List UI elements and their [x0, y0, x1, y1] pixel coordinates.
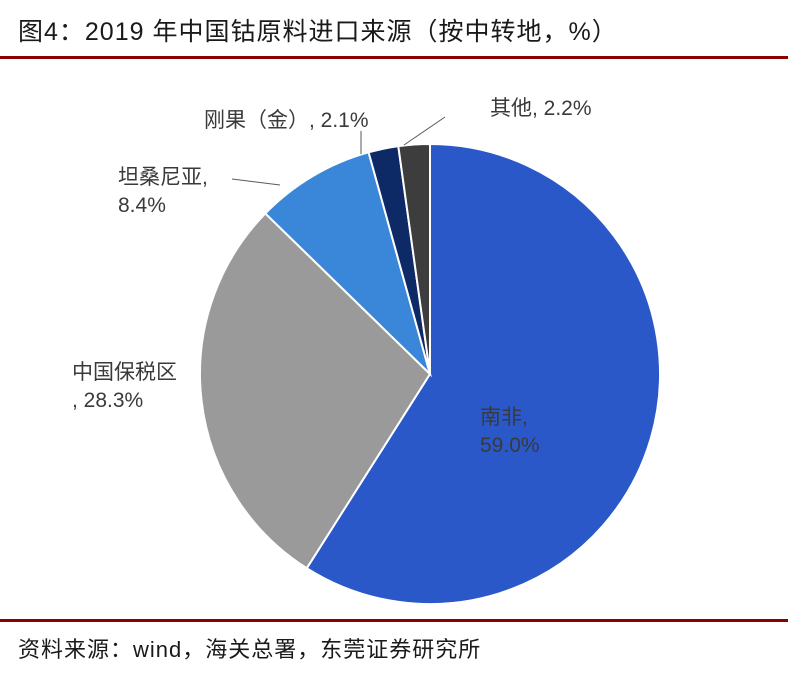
chart-title: 图4：2019 年中国钴原料进口来源（按中转地，%）	[18, 12, 770, 48]
pie-chart	[0, 59, 788, 619]
leader-line	[232, 179, 280, 185]
chart-area: 南非,59.0% 中国保税区, 28.3% 坦桑尼亚,8.4% 刚果（金）, 2.1%…	[0, 59, 788, 619]
slice-label-其他: 其他, 2.2%	[490, 95, 592, 123]
slice-label-刚果（金）: 刚果（金）, 2.1%	[204, 107, 369, 135]
title-bar: 图4：2019 年中国钴原料进口来源（按中转地，%）	[0, 0, 788, 59]
leader-line	[404, 117, 445, 145]
slice-label-南非: 南非,59.0%	[480, 404, 540, 461]
footer-bar: 资料来源：wind，海关总署，东莞证券研究所	[0, 619, 788, 664]
slice-label-中国保税区: 中国保税区, 28.3%	[72, 359, 177, 416]
slice-label-坦桑尼亚: 坦桑尼亚,8.4%	[118, 164, 208, 221]
footer-source: 资料来源：wind，海关总署，东莞证券研究所	[18, 632, 770, 664]
